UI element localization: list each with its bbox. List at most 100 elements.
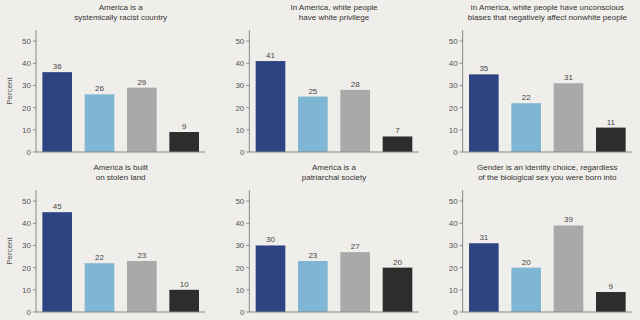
y-axis-line (249, 30, 250, 152)
bar (256, 245, 286, 312)
y-axis-label: Percent (5, 76, 14, 104)
data-label: 9 (182, 122, 187, 131)
chart-panel: America is asystemically racist country 3… (5, 3, 205, 157)
data-label: 39 (564, 215, 573, 224)
bar (169, 132, 199, 152)
y-tick (246, 85, 249, 86)
bars (256, 245, 413, 312)
bar (85, 263, 115, 312)
y-tick (33, 129, 36, 130)
y-tick (246, 312, 249, 313)
y-tick (33, 267, 36, 268)
data-label: 22 (522, 93, 531, 102)
y-tick-label: 30 (449, 241, 458, 250)
title-line: patriarchal society (302, 173, 366, 182)
bars (42, 212, 199, 312)
y-tick (246, 129, 249, 130)
bar (554, 225, 584, 312)
y-tick-label: 30 (22, 81, 31, 90)
y-tick-label: 0 (453, 308, 458, 317)
y-tick-label: 30 (235, 241, 244, 250)
data-label: 31 (479, 233, 488, 242)
data-label: 22 (95, 253, 104, 262)
bar (469, 74, 499, 152)
bars (469, 74, 626, 152)
chart-panel: In America, white people have unconsciou… (449, 3, 632, 157)
bar (256, 61, 286, 152)
y-tick (33, 223, 36, 224)
y-axis-line (462, 30, 463, 152)
y-tick (33, 63, 36, 64)
data-label: 26 (95, 84, 104, 93)
y-tick-label: 0 (27, 308, 32, 317)
title-line: on stolen land (96, 173, 146, 182)
title-line: America is a (312, 163, 357, 172)
y-tick-label: 0 (27, 148, 32, 157)
data-label: 29 (137, 78, 146, 87)
title-line: In America, white people have unconsciou… (471, 3, 624, 12)
y-tick (460, 63, 463, 64)
y-tick (33, 245, 36, 246)
y-tick (33, 41, 36, 42)
data-label: 23 (137, 251, 146, 260)
bar (383, 268, 413, 312)
y-tick (246, 41, 249, 42)
bars (256, 61, 413, 152)
title-line: have white privilege (299, 13, 370, 22)
y-tick (246, 289, 249, 290)
chart-title: Gender is an identity choice, regardless… (477, 163, 618, 182)
chart-panel: America is builton stolen land4522231001… (5, 163, 205, 317)
bar (554, 83, 584, 152)
y-tick-label: 30 (449, 81, 458, 90)
y-axis-line (249, 190, 250, 312)
chart-panel: In America, white peoplehave white privi… (235, 3, 418, 157)
y-tick (246, 223, 249, 224)
title-line: America is a (99, 3, 144, 12)
y-tick (460, 129, 463, 130)
y-tick (460, 201, 463, 202)
y-tick-label: 40 (235, 59, 244, 68)
y-tick (33, 289, 36, 290)
y-tick-label: 30 (235, 81, 244, 90)
data-label: 31 (564, 73, 573, 82)
y-tick (246, 201, 249, 202)
y-tick-label: 40 (22, 59, 31, 68)
y-tick-label: 10 (22, 286, 31, 295)
data-label: 30 (266, 235, 275, 244)
bar (85, 94, 115, 152)
y-tick-label: 50 (449, 197, 458, 206)
bar (42, 212, 72, 312)
chart-title: America is builton stolen land (94, 163, 149, 182)
title-line: systemically racist country (74, 13, 167, 22)
title-line: America is built (94, 163, 149, 172)
bar (42, 72, 72, 152)
x-axis-line (36, 152, 205, 153)
y-tick-label: 10 (22, 126, 31, 135)
x-axis-line (249, 152, 418, 153)
y-tick-label: 50 (22, 37, 31, 46)
data-label: 23 (308, 251, 317, 260)
bar (127, 88, 157, 152)
chart-panel: America is apatriarchal society302327200… (235, 163, 418, 317)
y-tick-label: 10 (449, 286, 458, 295)
y-axis-line (462, 190, 463, 312)
y-tick (33, 201, 36, 202)
bar (511, 103, 541, 152)
y-tick-label: 20 (22, 264, 31, 273)
data-label: 11 (607, 118, 616, 127)
y-tick-label: 20 (235, 104, 244, 113)
y-tick-label: 10 (235, 286, 244, 295)
y-tick (460, 223, 463, 224)
title-line: Gender is an identity choice, regardless (477, 163, 618, 172)
bar (340, 252, 370, 312)
bar (383, 136, 413, 152)
y-tick (33, 152, 36, 153)
y-tick-label: 50 (235, 37, 244, 46)
data-label: 25 (308, 87, 317, 96)
title-line: In America, white people (290, 3, 378, 12)
y-tick (460, 312, 463, 313)
y-tick-label: 50 (235, 197, 244, 206)
y-tick (246, 245, 249, 246)
data-label: 9 (609, 282, 614, 291)
x-axis-line (463, 312, 632, 313)
